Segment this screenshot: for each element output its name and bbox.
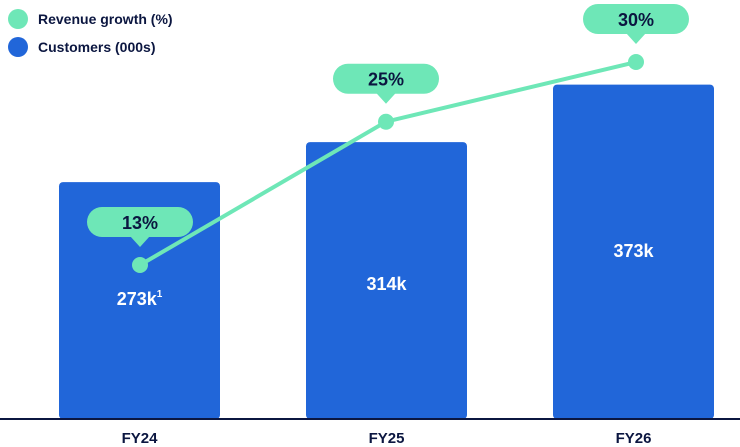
legend-swatch-revenue-growth [8,9,28,29]
legend-label-customers: Customers (000s) [38,39,156,55]
legend-item-customers: Customers (000s) [8,34,173,60]
growth-value-label-fy26: 30% [618,10,654,30]
bar-value-label-fy26: 373k [613,241,654,261]
x-tick-label-fy25: FY25 [369,430,405,447]
x-tick-label-fy24: FY24 [122,430,159,447]
legend-item-revenue-growth: Revenue growth (%) [8,6,173,32]
revenue-growth-point-fy26 [628,54,644,71]
growth-line-layer [132,54,644,273]
growth-callout-pointer [376,92,396,104]
revenue-growth-point-fy25 [378,113,394,130]
labels-layer: 273k1 314k 373k FY24 FY25 FY26 13% 25% 30% [87,4,689,447]
growth-callout-bubble [333,63,439,94]
growth-callout-fy25: 25% [333,63,439,104]
legend: Revenue growth (%) Customers (000s) [8,6,173,62]
legend-swatch-customers [8,37,28,57]
bar-value-label-fy24: 273k1 [117,289,163,309]
growth-value-label-fy24: 13% [122,213,158,233]
growth-callout-pointer [626,33,646,45]
growth-callout-bubble [87,207,193,237]
legend-label-revenue-growth: Revenue growth (%) [38,11,173,27]
footnote-marker: 1 [157,289,163,300]
bar-fy26 [553,84,714,419]
growth-callout-pointer [130,236,150,247]
revenue-growth-point-fy24 [132,257,148,273]
growth-callout-bubble [583,4,689,35]
x-tick-label-fy26: FY26 [616,430,652,447]
bar-fy25 [306,142,467,419]
growth-callout-fy26: 30% [583,4,689,45]
growth-callout-fy24: 13% [87,207,193,247]
bar-value-label-fy25: 314k [366,274,407,294]
growth-value-label-fy25: 25% [368,70,404,90]
